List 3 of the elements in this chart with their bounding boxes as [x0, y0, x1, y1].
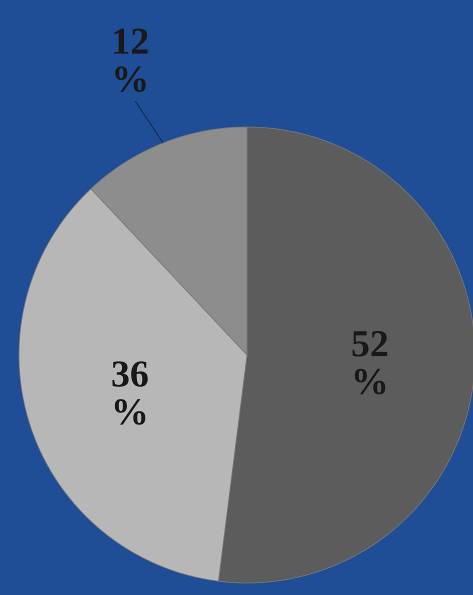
data-label: 52 %: [352, 331, 388, 394]
data-label: 36 %: [112, 361, 148, 425]
data-label: 12 %: [114, 28, 148, 92]
